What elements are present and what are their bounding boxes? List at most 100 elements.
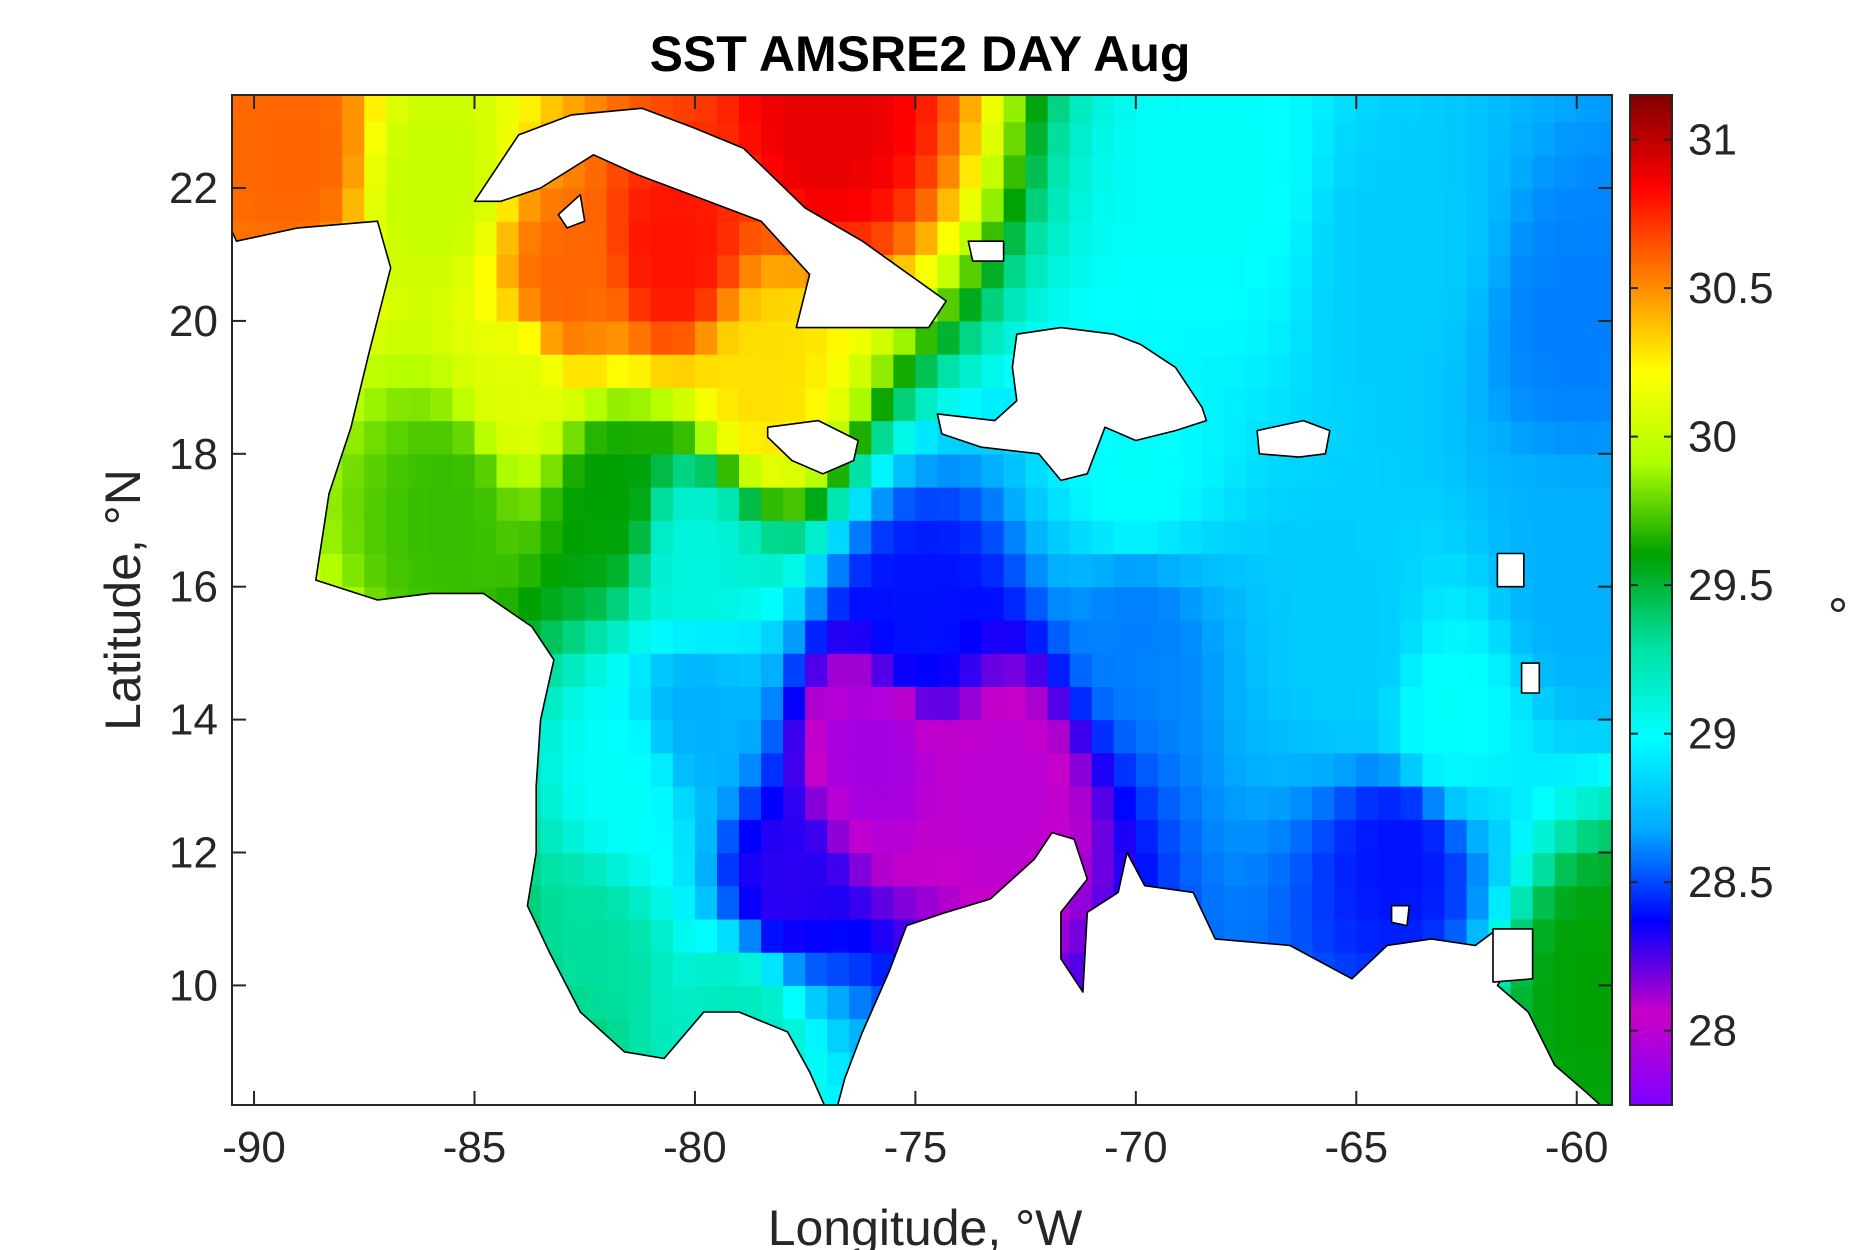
heatmap-cell: [739, 354, 762, 388]
heatmap-cell: [628, 1018, 652, 1053]
heatmap-cell: [1510, 420, 1534, 455]
heatmap-cell: [1598, 553, 1612, 588]
heatmap-cell: [1179, 786, 1203, 820]
heatmap-cell: [386, 154, 409, 189]
heatmap-cell: [849, 487, 872, 521]
heatmap-cell: [739, 420, 762, 455]
land-great-inagua: [967, 240, 1005, 262]
heatmap-cell: [606, 221, 630, 256]
heatmap-cell: [761, 586, 784, 621]
heatmap-cell: [1224, 885, 1247, 920]
heatmap-cell: [783, 387, 806, 422]
heatmap-cell: [981, 254, 1005, 289]
heatmap-cell: [849, 453, 872, 488]
heatmap-cell: [694, 420, 718, 455]
heatmap-cell: [1356, 686, 1379, 721]
heatmap-cell: [1554, 188, 1578, 222]
heatmap-cell: [1179, 287, 1203, 322]
heatmap-cell: [1047, 188, 1071, 222]
heatmap-cell: [276, 188, 299, 222]
heatmap-cell: [1488, 387, 1512, 422]
heatmap-cell: [386, 520, 409, 555]
heatmap-cell: [827, 918, 850, 953]
heatmap-cell: [893, 154, 916, 189]
heatmap-cell: [893, 320, 916, 355]
heatmap-cell: [584, 320, 608, 355]
heatmap-cell: [981, 354, 1005, 388]
heatmap-cell: [562, 786, 586, 820]
heatmap-cell: [1510, 686, 1534, 721]
heatmap-cell: [518, 420, 542, 455]
heatmap-cell: [1444, 752, 1468, 787]
heatmap-cell: [893, 420, 916, 455]
heatmap-cell: [518, 586, 542, 621]
heatmap-cell: [540, 487, 564, 521]
heatmap-cell: [1378, 95, 1401, 123]
heatmap-cell: [1422, 154, 1446, 189]
heatmap-cell: [1224, 586, 1247, 621]
heatmap-cell: [1598, 520, 1612, 555]
heatmap-cell: [805, 320, 828, 355]
heatmap-cell: [342, 154, 365, 189]
heatmap-cell: [452, 188, 476, 222]
heatmap-cell: [1400, 121, 1424, 156]
heatmap-cell: [1466, 885, 1490, 920]
heatmap-cell: [1466, 487, 1490, 521]
heatmap-cell: [1576, 985, 1600, 1020]
heatmap-cell: [805, 619, 828, 654]
heatmap-cell: [1312, 320, 1335, 355]
heatmap-cell: [496, 95, 520, 123]
heatmap-cell: [1598, 387, 1612, 422]
heatmap-cell: [1334, 420, 1357, 455]
heatmap-cell: [1554, 719, 1578, 754]
heatmap-cell: [276, 95, 299, 123]
heatmap-cell: [871, 553, 894, 588]
heatmap-cell: [1488, 354, 1512, 388]
colorbar-tick-label: 29.5: [1688, 561, 1774, 610]
heatmap-cell: [1466, 619, 1490, 654]
heatmap-cell: [1312, 819, 1335, 854]
heatmap-cell: [694, 221, 718, 256]
heatmap-cell: [716, 819, 740, 854]
heatmap-cell: [452, 221, 476, 256]
heatmap-cell: [606, 985, 630, 1020]
heatmap-cell: [783, 154, 806, 189]
heatmap-cell: [1179, 553, 1203, 588]
heatmap-cell: [672, 254, 696, 289]
heatmap-cell: [1312, 387, 1335, 422]
heatmap-cell: [716, 686, 740, 721]
heatmap-cell: [540, 719, 564, 754]
heatmap-cell: [1113, 553, 1137, 588]
heatmap-cell: [1069, 786, 1093, 820]
heatmap-cell: [1025, 453, 1049, 488]
heatmap-cell: [805, 95, 828, 123]
heatmap-cell: [606, 819, 630, 854]
heatmap-cell: [540, 586, 564, 621]
heatmap-cell: [1003, 586, 1027, 621]
heatmap-cell: [1069, 553, 1093, 588]
heatmap-cell: [1290, 852, 1313, 887]
heatmap-cell: [959, 320, 983, 355]
land-jamaica: [766, 419, 859, 475]
heatmap-cell: [1576, 819, 1600, 854]
heatmap-cell: [408, 154, 431, 189]
heatmap-cell: [1598, 852, 1612, 887]
heatmap-cell: [628, 786, 652, 820]
heatmap-cell: [1466, 786, 1490, 820]
heatmap-cell: [871, 686, 894, 721]
heatmap-cell: [1113, 221, 1137, 256]
heatmap-cell: [694, 885, 718, 920]
heatmap-cell: [959, 653, 983, 687]
heatmap-cell: [474, 254, 498, 289]
heatmap-cell: [650, 952, 674, 986]
heatmap-cell: [849, 653, 872, 687]
heatmap-cell: [1598, 686, 1612, 721]
heatmap-cell: [1510, 95, 1534, 123]
chart-title: SST AMSRE2 DAY Aug: [650, 26, 1191, 82]
heatmap-cell: [937, 686, 961, 721]
heatmap-cell: [452, 95, 476, 123]
heatmap-cell: [827, 752, 850, 787]
heatmap-cell: [1179, 852, 1203, 887]
heatmap-cell: [1334, 653, 1357, 687]
